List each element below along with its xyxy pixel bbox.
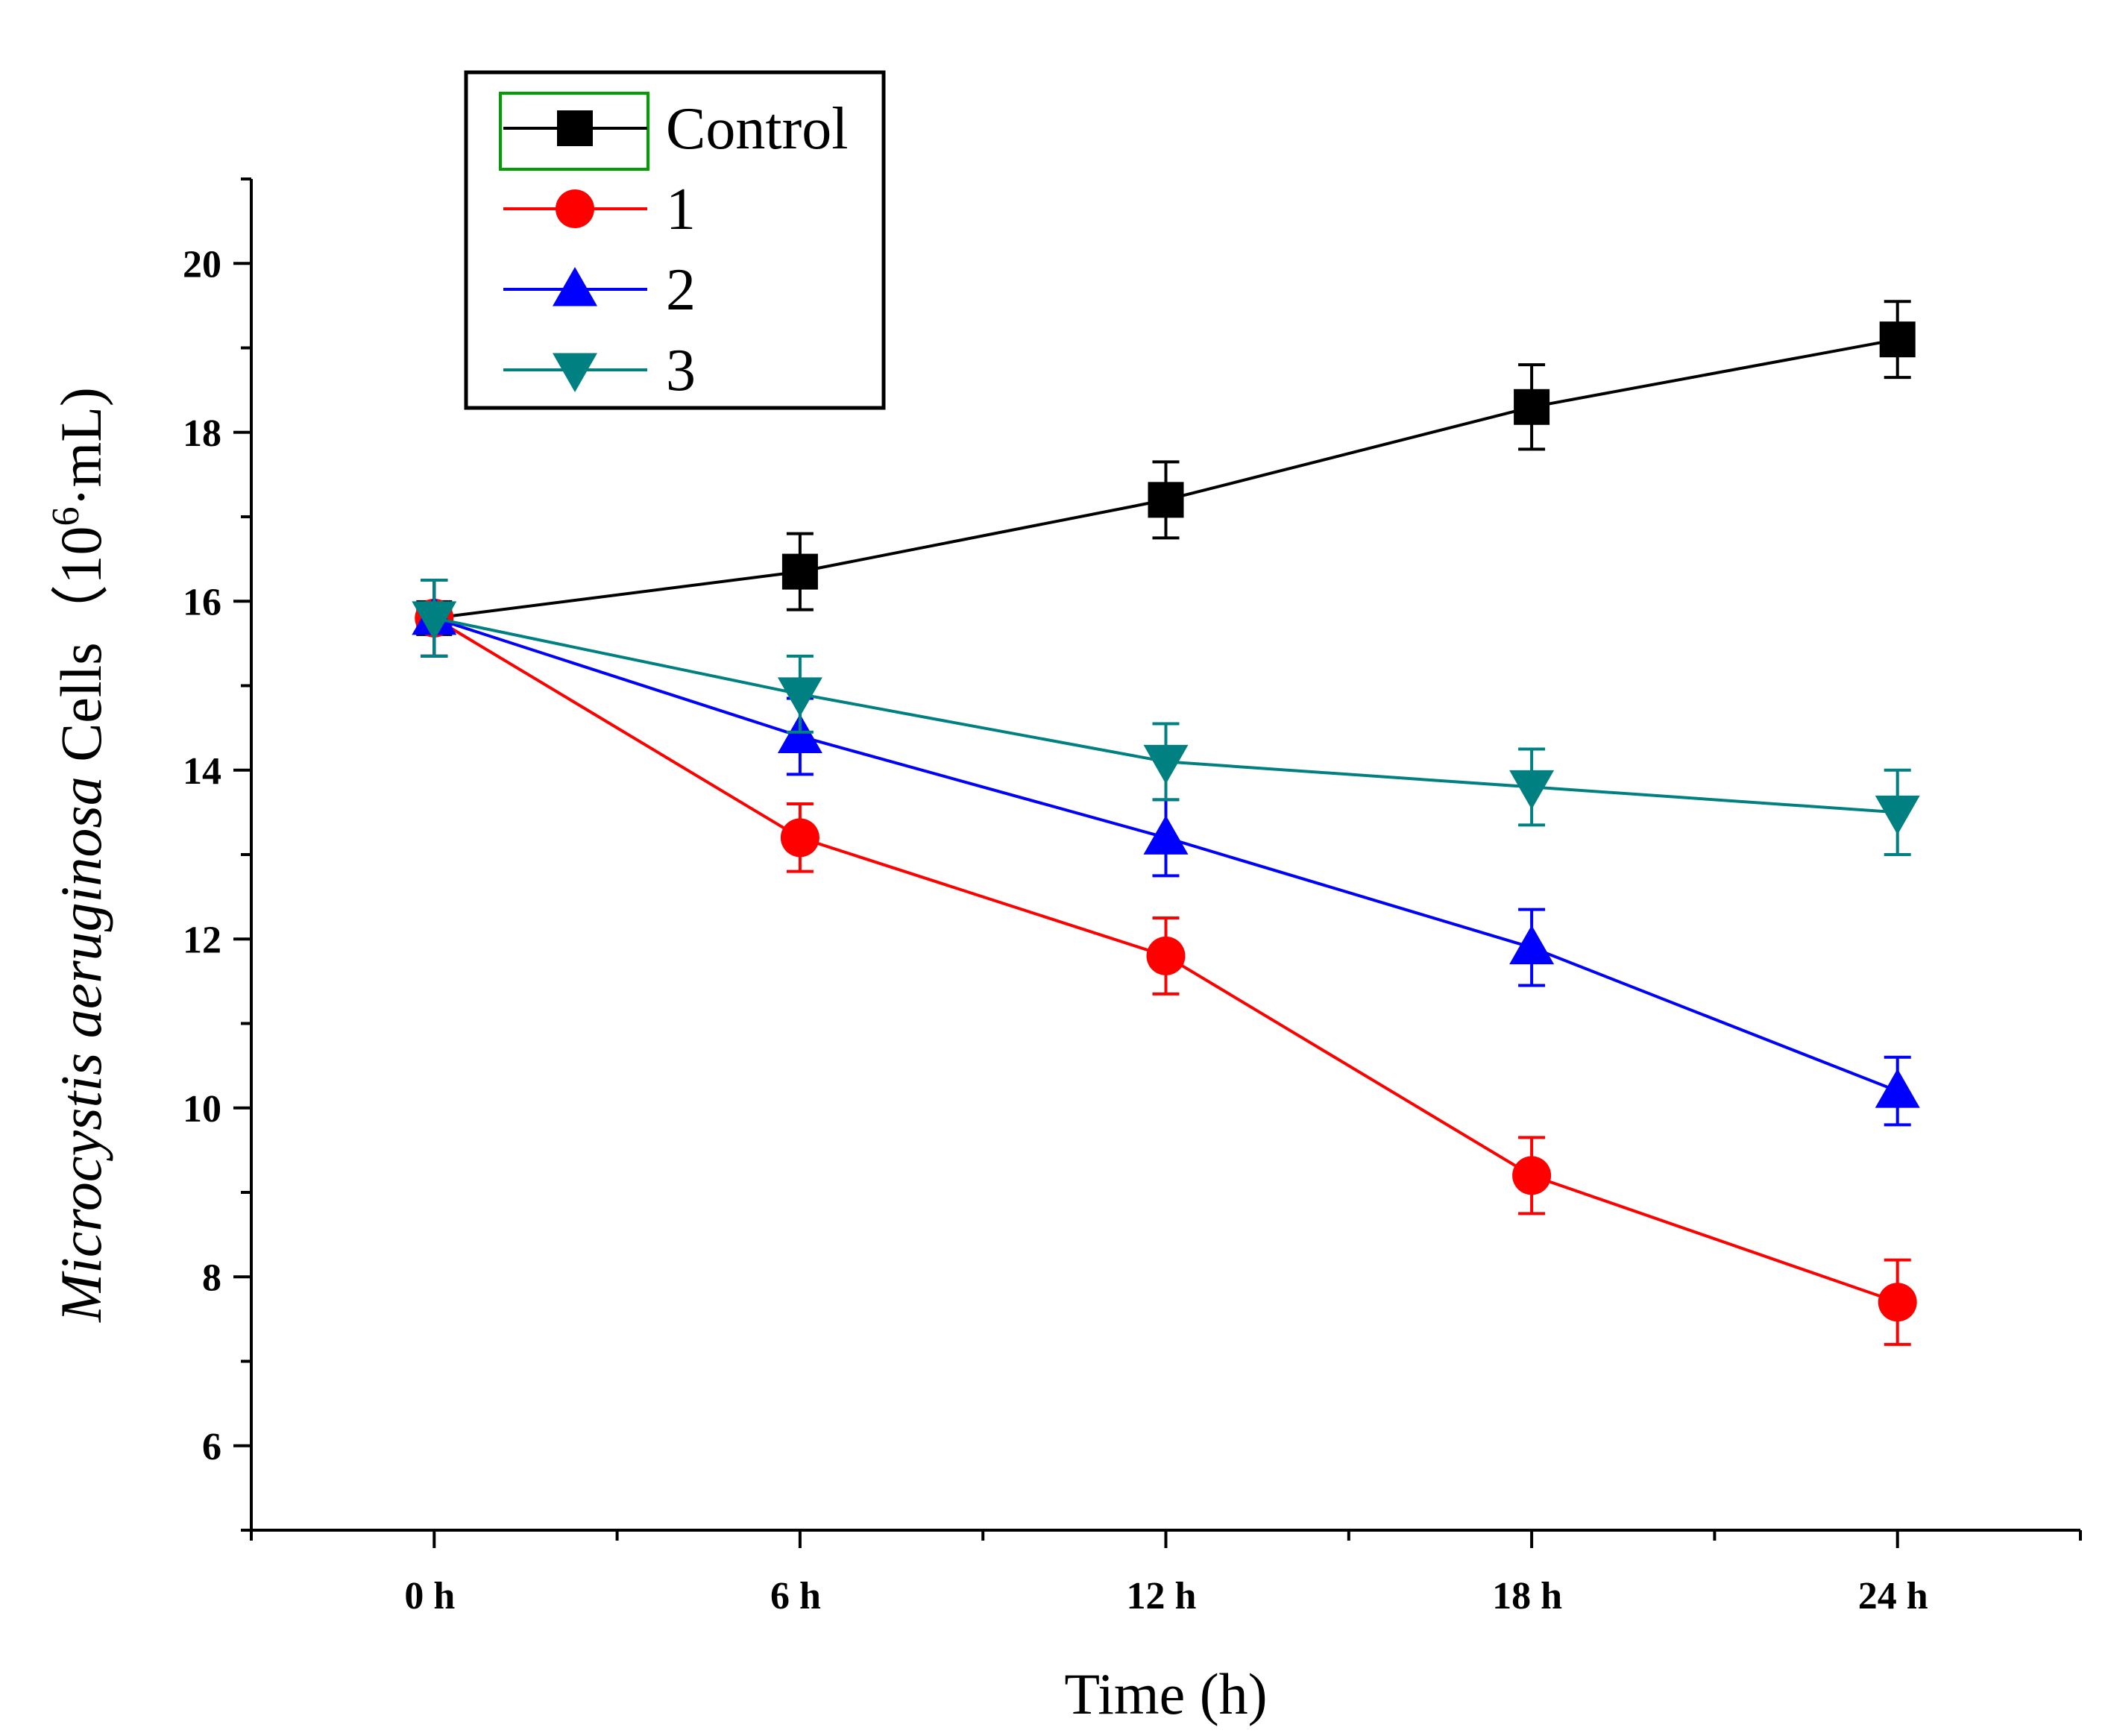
legend-marker	[553, 353, 597, 392]
series-3	[412, 578, 1920, 856]
legend-label: 2	[666, 257, 696, 323]
series-1	[415, 578, 1917, 1346]
x-tick-label: 0 h	[404, 1575, 455, 1617]
data-point	[1509, 770, 1555, 810]
y-axis-title-species: Microcystis aeruginosa	[48, 776, 113, 1323]
x-tick-label: 24 h	[1858, 1575, 1928, 1617]
y-tick-label: 10	[183, 1088, 221, 1130]
y-axis-title-unit: Cells（10	[48, 526, 113, 776]
data-point	[777, 677, 822, 717]
x-tick-label: 18 h	[1492, 1575, 1562, 1617]
legend-selection-box	[499, 92, 649, 171]
data-point	[1148, 482, 1184, 518]
legend-marker	[553, 267, 597, 306]
legend-item: 2	[503, 257, 696, 323]
legend-item: Control	[503, 96, 848, 162]
legend-marker	[557, 110, 593, 146]
data-point	[1875, 795, 1920, 835]
series-2	[412, 578, 1920, 1127]
data-point	[1143, 744, 1189, 784]
series-layer	[412, 300, 1920, 1346]
legend-label: 1	[666, 177, 696, 242]
x-axis-title: Time (h)	[1064, 1661, 1267, 1726]
data-point	[1512, 1156, 1552, 1195]
y-tick-label: 20	[183, 243, 221, 286]
data-point	[781, 553, 818, 590]
y-tick-label: 14	[183, 750, 221, 793]
data-point	[1146, 936, 1186, 975]
data-point	[1879, 321, 1916, 358]
y-tick-label: 16	[183, 581, 221, 623]
data-point	[780, 818, 819, 858]
y-axis-title-unit-end: ·mL)	[48, 387, 113, 506]
legend-label: 3	[666, 338, 696, 403]
data-point	[1514, 389, 1550, 425]
x-tick-label: 6 h	[770, 1575, 821, 1617]
y-tick-label: 18	[183, 412, 221, 455]
legend: Control 1 2 3	[464, 70, 886, 410]
x-tick-label: 12 h	[1127, 1575, 1197, 1617]
y-tick-label: 8	[202, 1257, 221, 1299]
data-point	[1143, 815, 1189, 855]
legend-item: 1	[503, 177, 696, 242]
legend-marker	[556, 189, 594, 228]
y-tick-label: 12	[183, 919, 221, 961]
legend-item: 3	[503, 338, 696, 403]
series-control	[416, 300, 1916, 658]
data-point	[1878, 1283, 1917, 1322]
data-point	[1509, 925, 1555, 965]
y-tick-label: 6	[202, 1426, 221, 1468]
legend-label: Control	[666, 96, 848, 162]
y-axis-title: Microcystis aeruginosa Cells（106·mL)	[45, 387, 113, 1323]
data-point	[1875, 1069, 1920, 1108]
y-axis-title-exponent: 6	[45, 506, 87, 526]
data-point	[412, 601, 457, 641]
